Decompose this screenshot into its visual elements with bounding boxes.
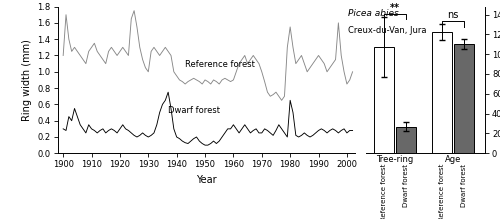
X-axis label: Year: Year — [196, 175, 217, 185]
Text: Creux-du-Van, Jura: Creux-du-Van, Jura — [348, 26, 426, 35]
Bar — [454, 44, 474, 153]
Text: Reference forest: Reference forest — [438, 164, 444, 219]
Text: Picea abies: Picea abies — [348, 9, 398, 18]
Bar — [374, 47, 394, 153]
Text: ns: ns — [447, 11, 458, 20]
Text: **: ** — [390, 3, 400, 12]
Text: Reference forest: Reference forest — [185, 60, 255, 69]
Bar — [432, 32, 452, 153]
Y-axis label: Ring width (mm): Ring width (mm) — [22, 39, 32, 121]
Text: Dwarf forest: Dwarf forest — [168, 106, 220, 115]
Text: Dwarf forest: Dwarf forest — [461, 164, 467, 207]
Text: Reference forest: Reference forest — [380, 164, 386, 219]
Bar — [396, 127, 416, 153]
Text: Dwarf forest: Dwarf forest — [403, 164, 409, 207]
